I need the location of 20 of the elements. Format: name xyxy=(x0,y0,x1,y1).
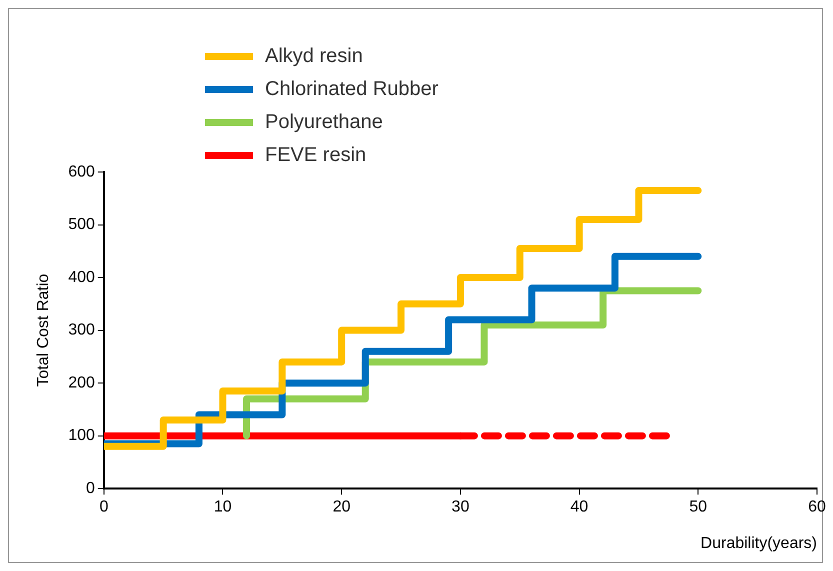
y-tick-label: 400 xyxy=(68,268,95,286)
y-tick-label: 500 xyxy=(68,216,95,234)
x-tick-label: 0 xyxy=(99,498,108,516)
legend-label: FEVE resin xyxy=(265,144,366,167)
x-axis-title: Durability(years) xyxy=(700,534,817,552)
y-tick-label: 600 xyxy=(68,163,95,180)
x-tick-label: 20 xyxy=(332,498,351,516)
x-tick-label: 40 xyxy=(570,498,588,516)
legend-label: Chlorinated Rubber xyxy=(265,78,438,101)
y-tick-label: 100 xyxy=(68,427,95,444)
y-axis-title: Total Cost Ratio xyxy=(35,274,52,387)
x-tick-label: 30 xyxy=(452,498,470,516)
y-tick-label: 300 xyxy=(68,322,95,339)
x-tick-label: 10 xyxy=(214,498,232,516)
y-tick-label: 200 xyxy=(68,374,95,392)
legend-label: Polyurethane xyxy=(265,111,383,134)
x-tick-label: 50 xyxy=(689,498,708,516)
legend-label: Alkyd resin xyxy=(265,45,363,68)
y-tick-label: 0 xyxy=(86,480,95,498)
x-tick-label: 60 xyxy=(808,498,826,516)
